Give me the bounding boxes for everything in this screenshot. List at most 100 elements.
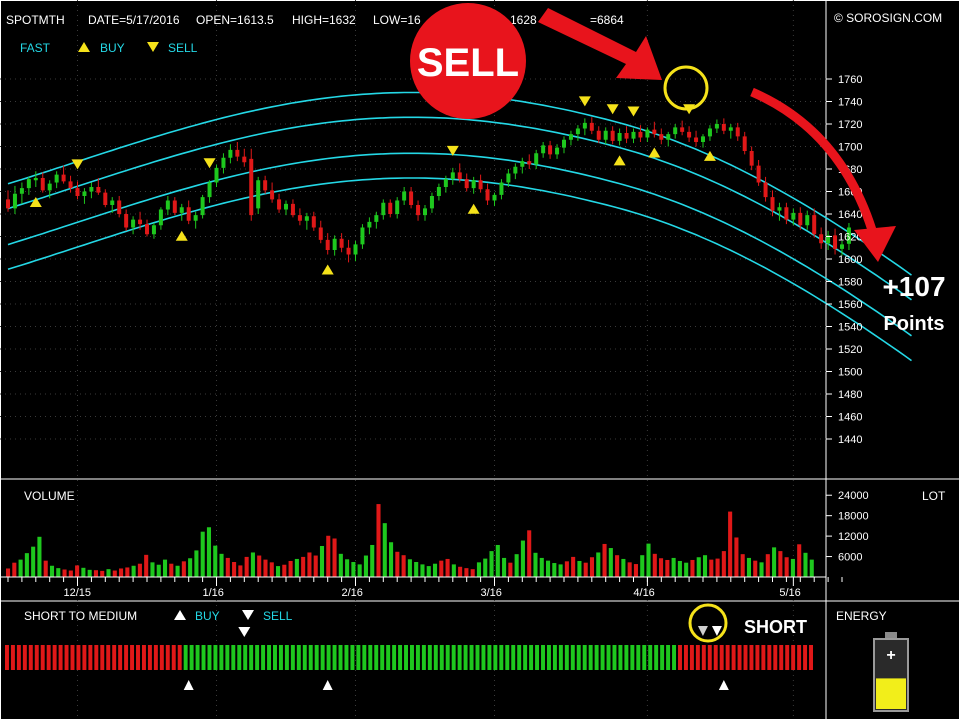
volume-bar — [564, 561, 569, 577]
volume-bar — [144, 554, 149, 577]
indicator-bars — [5, 645, 813, 670]
indicator-bar — [165, 645, 170, 670]
channel-band-line — [7, 91, 912, 276]
volume-tick-label: 12000 — [838, 531, 869, 543]
indicator-bar — [40, 645, 45, 670]
indicator-bar — [773, 645, 778, 670]
candle — [742, 131, 747, 155]
indicator-bar — [201, 645, 206, 670]
candle — [145, 219, 149, 237]
volume-bar — [37, 536, 42, 577]
volume-bar — [759, 562, 764, 577]
indicator-bar — [761, 645, 766, 670]
volume-bar — [257, 555, 262, 577]
price-axis: 1760174017201700168016601640162016001580… — [826, 74, 862, 446]
buy-signal-marker — [648, 147, 661, 158]
indicator-bar — [457, 645, 462, 670]
volume-bar — [119, 568, 124, 577]
indicator-bar — [660, 645, 665, 670]
short-callout: SHORT — [744, 617, 807, 637]
candle — [297, 208, 302, 226]
channel-band-line — [7, 152, 912, 337]
indicator-bar — [16, 645, 21, 670]
candle — [423, 205, 427, 221]
legend-sell-triangle-icon — [147, 42, 159, 52]
volume-bar — [577, 560, 582, 577]
candle — [728, 124, 733, 139]
volume-bar — [765, 554, 770, 577]
date-tick-label: 1/16 — [203, 587, 224, 599]
indicator-bar — [147, 645, 152, 670]
volume-bar — [376, 504, 381, 577]
indicator-bar — [88, 645, 93, 670]
indicator-bar — [398, 645, 403, 670]
indicator-legend-buy-icon — [174, 610, 186, 620]
indicator-bar — [630, 645, 635, 670]
candle — [541, 142, 546, 158]
date-tick-label: 5/16 — [779, 587, 800, 599]
volume-bar — [181, 561, 186, 577]
candle — [450, 167, 455, 185]
indicator-bar — [451, 645, 456, 670]
indicator-bar — [356, 645, 361, 670]
indicator-bar — [755, 645, 760, 670]
volume-bar — [640, 555, 645, 577]
indicator-bar — [237, 645, 242, 670]
battery-terminal-icon — [885, 632, 897, 640]
candle — [402, 187, 407, 205]
indicator-bar — [552, 645, 557, 670]
candlestick-series — [6, 117, 851, 263]
indicator-bar — [475, 645, 480, 670]
candle — [429, 192, 434, 213]
volume-bar — [539, 557, 544, 577]
header-close: 1628 — [510, 13, 537, 27]
indicator-bar — [177, 645, 182, 670]
volume-bar — [351, 562, 356, 577]
indicator-bar — [64, 645, 69, 670]
candle — [840, 241, 844, 256]
candle — [416, 200, 421, 221]
volume-bar — [363, 555, 368, 577]
indicator-bar — [731, 645, 736, 670]
sell-highlight-circle — [663, 65, 709, 111]
volume-bar — [18, 559, 23, 577]
candle — [131, 216, 136, 235]
indicator-buy-marker — [322, 680, 333, 690]
sell-signal-marker — [578, 96, 591, 107]
candle — [47, 180, 52, 199]
sell-signal-marker — [446, 145, 459, 156]
candle — [575, 125, 580, 141]
volume-bar — [263, 559, 268, 577]
indicator-title: SHORT TO MEDIUM — [24, 609, 137, 623]
candle — [68, 175, 73, 193]
indicator-bar — [582, 645, 587, 670]
indicator-bar — [5, 645, 9, 670]
volume-bar — [702, 555, 708, 577]
volume-title: VOLUME — [24, 489, 75, 503]
price-tick-label: 1640 — [838, 209, 862, 221]
volume-bar — [319, 545, 325, 577]
volume-bar — [690, 559, 695, 577]
candle — [54, 171, 59, 189]
indicator-bar — [558, 645, 563, 670]
candle — [33, 171, 38, 187]
candle — [75, 181, 80, 200]
indicator-legend-sell-icon — [242, 610, 254, 620]
indicator-bar — [58, 645, 63, 670]
volume-bar — [131, 565, 136, 577]
indicator-bar — [523, 645, 528, 670]
indicator-bar — [707, 645, 712, 670]
sell-arrow-icon — [538, 8, 662, 80]
candle — [457, 163, 462, 183]
candle — [395, 197, 400, 219]
sell-signal-marker — [203, 158, 216, 169]
price-tick-label: 1460 — [838, 412, 862, 424]
indicator-bar — [231, 645, 236, 670]
buy-signal-marker — [321, 264, 334, 275]
volume-bar — [627, 562, 632, 577]
candle — [707, 125, 712, 141]
volume-bar — [213, 545, 218, 577]
candle — [610, 126, 615, 145]
indicator-bar — [803, 645, 808, 670]
indicator-bar — [261, 645, 266, 670]
